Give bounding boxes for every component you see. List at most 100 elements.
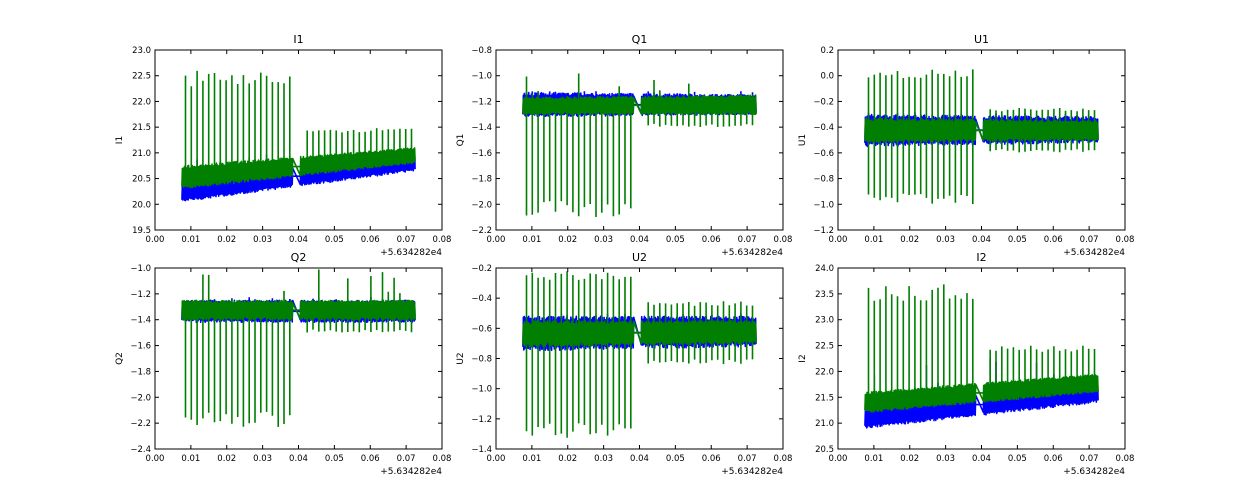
y-tick-label-i1: 20.5: [132, 175, 151, 185]
x-ticks-u1: 0.00 0.01 0.02 0.03 0.04 0.05 0.06 0.07 0.08: [829, 50, 1135, 245]
x-tick-label-i1: 0.06: [361, 235, 380, 245]
x-offset-label-q2: +5.634282e4: [380, 467, 442, 477]
x-tick-label-u2: 0.04: [630, 454, 649, 464]
y-tick-label-i2: 23.5: [815, 290, 834, 300]
x-tick-label-i1: 0.01: [181, 235, 200, 245]
series-line-green-q2: [181, 269, 416, 427]
y-tick-label-q2: −2.4: [130, 445, 151, 455]
y-tick-label-q1: −1.2: [471, 97, 492, 107]
y-axis-label-q2: Q2: [115, 352, 125, 365]
x-tick-label-i2: 0.02: [900, 454, 919, 464]
x-tick-label-q2: 0.00: [146, 454, 165, 464]
x-tick-label-q1: 0.08: [774, 235, 793, 245]
y-tick-label-u1: −0.6: [813, 149, 834, 159]
x-tick-label-q2: 0.05: [325, 454, 344, 464]
axes-frame-q1: [495, 49, 784, 231]
x-tick-label-i1: 0.00: [146, 235, 165, 245]
x-tick-label-q2: 0.01: [181, 454, 200, 464]
y-ticks-q1: −2.2 −2.0 −1.8 −1.6 −1.4 −1.2 −1.0 −0.8: [471, 46, 783, 236]
x-tick-label-u2: 0.00: [487, 454, 506, 464]
x-tick-label-q1: 0.02: [558, 235, 577, 245]
y-tick-label-q1: −1.4: [471, 123, 492, 133]
x-tick-label-u1: 0.02: [900, 235, 919, 245]
y-tick-label-q1: −1.0: [471, 72, 492, 82]
y-tick-label-i1: 23.0: [132, 46, 151, 56]
x-tick-label-i1: 0.02: [217, 235, 236, 245]
x-ticks-q2: 0.00 0.01 0.02 0.03 0.04 0.05 0.06 0.07 0.08: [146, 268, 452, 464]
plot-area-i2: [864, 284, 1099, 429]
x-tick-label-u1: 0.00: [829, 235, 848, 245]
x-tick-label-u1: 0.03: [936, 235, 955, 245]
y-tick-label-i2: 22.0: [815, 367, 834, 377]
x-tick-label-q2: 0.06: [361, 454, 380, 464]
x-tick-label-i2: 0.03: [936, 454, 955, 464]
y-axis-label-i1: I1: [115, 136, 125, 144]
y-tick-label-i1: 21.0: [132, 149, 151, 159]
x-tick-label-u1: 0.07: [1080, 235, 1099, 245]
y-tick-label-q2: −1.8: [130, 367, 151, 377]
x-tick-label-i1: 0.04: [289, 235, 308, 245]
x-ticks-i1: 0.00 0.01 0.02 0.03 0.04 0.05 0.06 0.07 0.08: [146, 50, 452, 245]
x-tick-label-q2: 0.03: [253, 454, 272, 464]
panel-u2: U2 U2 +5.634282e4 0.00 0.01 0.02 0.03 0.04 0.…: [456, 251, 792, 477]
plot-area-q2: [181, 269, 416, 427]
x-tick-label-q2: 0.04: [289, 454, 308, 464]
x-tick-label-i2: 0.08: [1116, 454, 1135, 464]
x-tick-label-i2: 0.00: [829, 454, 848, 464]
x-offset-label-u2: +5.634282e4: [721, 467, 783, 477]
series-line-green-u1: [864, 69, 1099, 205]
x-offset-label-q1: +5.634282e4: [721, 248, 783, 258]
x-tick-label-i1: 0.08: [433, 235, 452, 245]
chart-title-i1: I1: [293, 33, 303, 46]
x-tick-label-u1: 0.06: [1044, 235, 1063, 245]
x-tick-label-q1: 0.03: [594, 235, 613, 245]
y-tick-label-u2: −0.2: [471, 264, 492, 274]
y-tick-label-q2: −1.6: [130, 342, 151, 352]
x-tick-label-u2: 0.08: [774, 454, 793, 464]
y-ticks-i1: 19.5 20.0 20.5 21.0 21.5 22.0 22.5 23.0: [132, 46, 442, 236]
x-ticks-u2: 0.00 0.01 0.02 0.03 0.04 0.05 0.06 0.07 0.08: [487, 268, 793, 464]
x-ticks-i2: 0.00 0.01 0.02 0.03 0.04 0.05 0.06 0.07 0.08: [829, 268, 1135, 464]
plot-area-u1: [864, 69, 1099, 205]
x-tick-label-q2: 0.07: [397, 454, 416, 464]
x-tick-label-u2: 0.07: [738, 454, 757, 464]
y-tick-label-i2: 20.5: [815, 445, 834, 455]
y-tick-label-u2: −1.0: [471, 385, 492, 395]
y-ticks-q2: −2.4 −2.2 −2.0 −1.8 −1.6 −1.4 −1.2 −1.0: [130, 264, 442, 455]
x-tick-label-i1: 0.07: [397, 235, 416, 245]
x-tick-label-i2: 0.04: [972, 454, 991, 464]
series-line-green-u2: [522, 271, 757, 438]
axes-frame-u2: [495, 267, 784, 450]
y-tick-label-i2: 23.0: [815, 316, 834, 326]
y-tick-label-i2: 21.5: [815, 393, 834, 403]
y-tick-label-u1: 0.0: [820, 72, 834, 82]
y-ticks-i2: 20.5 21.0 21.5 22.0 22.5 23.0 23.5 24.0: [815, 264, 1125, 455]
x-tick-label-u2: 0.01: [522, 454, 541, 464]
x-tick-label-q1: 0.00: [487, 235, 506, 245]
y-tick-label-u2: −0.8: [471, 355, 492, 365]
x-tick-label-u1: 0.08: [1116, 235, 1135, 245]
y-tick-label-i1: 20.0: [132, 200, 151, 210]
x-tick-label-q2: 0.08: [433, 454, 452, 464]
x-tick-label-q1: 0.07: [738, 235, 757, 245]
y-axis-label-u1: U1: [798, 134, 808, 146]
x-tick-label-u1: 0.05: [1008, 235, 1027, 245]
y-tick-label-q1: −1.8: [471, 175, 492, 185]
series-line-green-q1: [522, 73, 757, 217]
y-axis-label-q1: Q1: [456, 134, 466, 147]
y-tick-label-i1: 19.5: [132, 226, 151, 236]
x-tick-label-i2: 0.06: [1044, 454, 1063, 464]
y-tick-label-u2: −0.6: [471, 324, 492, 334]
y-tick-label-q1: −2.2: [471, 226, 492, 236]
x-tick-label-q2: 0.02: [217, 454, 236, 464]
y-tick-label-q2: −1.0: [130, 264, 151, 274]
y-tick-label-i1: 22.5: [132, 72, 151, 82]
x-tick-label-i1: 0.05: [325, 235, 344, 245]
chart-title-u2: U2: [632, 251, 647, 264]
axes-frame-q2: [154, 267, 443, 450]
plot-area-i1: [181, 70, 416, 202]
x-offset-label-u1: +5.634282e4: [1063, 248, 1125, 258]
x-tick-label-u2: 0.03: [594, 454, 613, 464]
panel-q2: Q2 Q2 +5.634282e4 0.00 0.01 0.02 0.03 0.04 0.…: [115, 251, 451, 477]
